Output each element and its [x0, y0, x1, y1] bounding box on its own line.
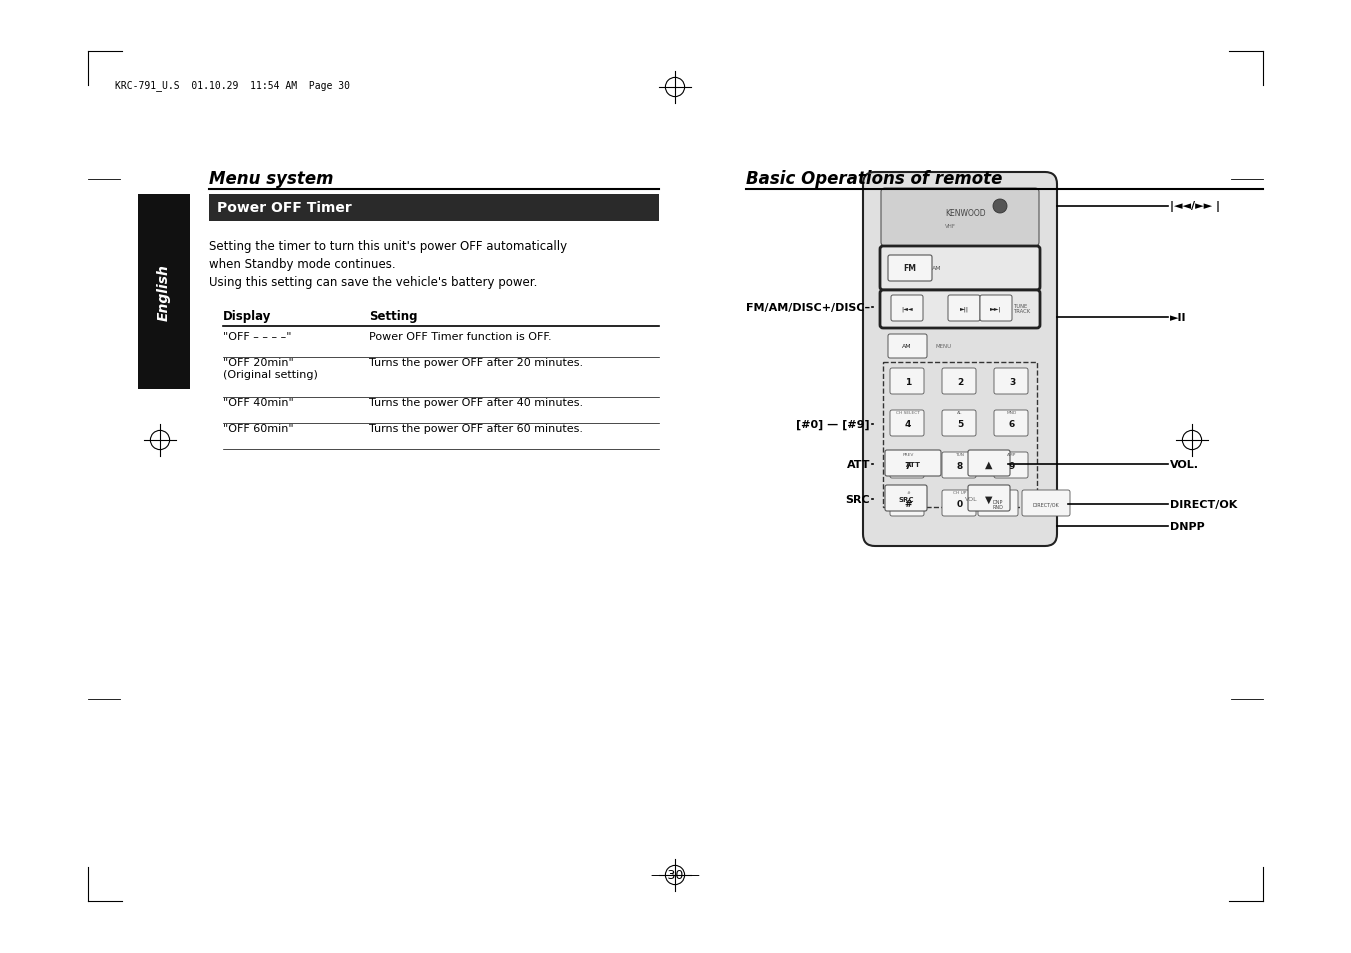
Text: ►II: ►II [1170, 313, 1186, 323]
Text: Setting the timer to turn this unit's power OFF automatically: Setting the timer to turn this unit's po… [209, 240, 567, 253]
FancyBboxPatch shape [969, 485, 1011, 512]
Text: — 30 —: — 30 — [651, 868, 700, 882]
Text: ▼: ▼ [985, 495, 993, 504]
FancyBboxPatch shape [994, 411, 1028, 436]
Text: AL: AL [958, 411, 963, 415]
Text: "OFF 60min": "OFF 60min" [223, 423, 293, 434]
Text: AMP: AMP [1008, 453, 1017, 456]
Text: Turns the power OFF after 20 minutes.: Turns the power OFF after 20 minutes. [369, 357, 584, 368]
Text: "OFF 20min"
(Original setting): "OFF 20min" (Original setting) [223, 357, 317, 380]
Text: 0: 0 [957, 500, 963, 509]
FancyBboxPatch shape [890, 411, 924, 436]
FancyBboxPatch shape [942, 411, 975, 436]
Text: 2: 2 [957, 378, 963, 387]
FancyBboxPatch shape [885, 485, 927, 512]
Text: 8: 8 [957, 462, 963, 471]
FancyBboxPatch shape [1021, 491, 1070, 517]
FancyBboxPatch shape [979, 295, 1012, 322]
Text: FM/AM/DISC+/DISC–: FM/AM/DISC+/DISC– [746, 303, 870, 313]
Text: |◄◄/►► |: |◄◄/►► | [1170, 201, 1220, 213]
Text: ►►|: ►►| [990, 306, 1002, 312]
Text: 5: 5 [957, 420, 963, 429]
FancyBboxPatch shape [978, 491, 1019, 517]
Text: DIRECT/OK: DIRECT/OK [1032, 502, 1059, 507]
Text: |◄◄: |◄◄ [901, 306, 913, 312]
FancyBboxPatch shape [863, 172, 1056, 546]
Text: Power OFF Timer: Power OFF Timer [218, 201, 351, 215]
Text: TUN: TUN [955, 453, 965, 456]
Text: VHF: VHF [944, 224, 957, 230]
Bar [138, 194, 190, 390]
Text: Display: Display [223, 310, 272, 323]
Text: [#0] — [#9]: [#0] — [#9] [796, 419, 870, 430]
Text: 7: 7 [905, 462, 911, 471]
Text: CH SELECT: CH SELECT [896, 411, 920, 415]
Text: FM: FM [904, 264, 916, 274]
Text: 4: 4 [905, 420, 911, 429]
FancyBboxPatch shape [994, 453, 1028, 478]
Text: PREV: PREV [902, 453, 913, 456]
FancyBboxPatch shape [890, 453, 924, 478]
Text: KRC-791_U.S  01.10.29  11:54 AM  Page 30: KRC-791_U.S 01.10.29 11:54 AM Page 30 [115, 80, 350, 91]
Text: "OFF – – – –": "OFF – – – –" [223, 332, 292, 341]
Text: DNP
RND: DNP RND [993, 499, 1004, 510]
Text: Power OFF Timer function is OFF.: Power OFF Timer function is OFF. [369, 332, 551, 341]
FancyBboxPatch shape [942, 453, 975, 478]
Text: ATT: ATT [905, 461, 920, 468]
FancyBboxPatch shape [942, 491, 975, 517]
Text: MENU: MENU [935, 344, 951, 349]
Text: ATT: ATT [847, 459, 870, 470]
Text: Basic Operations of remote: Basic Operations of remote [746, 170, 1002, 188]
Text: MND: MND [1006, 411, 1017, 415]
FancyBboxPatch shape [890, 491, 924, 517]
FancyBboxPatch shape [890, 369, 924, 395]
Text: Setting: Setting [369, 310, 417, 323]
Text: when Standby mode continues.: when Standby mode continues. [209, 257, 396, 271]
Bar [209, 194, 659, 222]
Text: CH UP: CH UP [954, 491, 967, 495]
Text: 6: 6 [1009, 420, 1015, 429]
Text: AM: AM [902, 344, 912, 349]
Text: VOL.: VOL. [1170, 459, 1198, 470]
Text: KENWOOD: KENWOOD [944, 209, 986, 217]
Text: DIRECT/OK: DIRECT/OK [1170, 499, 1238, 510]
Text: ►||: ►|| [959, 306, 969, 312]
Text: "OFF 40min": "OFF 40min" [223, 397, 293, 408]
Text: Turns the power OFF after 60 minutes.: Turns the power OFF after 60 minutes. [369, 423, 584, 434]
Text: 9: 9 [1009, 462, 1015, 471]
Circle shape [993, 200, 1006, 213]
Text: TUNE
TRACK: TUNE TRACK [1015, 303, 1031, 314]
Text: 1: 1 [905, 378, 911, 387]
Text: AM: AM [932, 266, 942, 272]
Text: SRC: SRC [846, 495, 870, 504]
FancyBboxPatch shape [942, 369, 975, 395]
Text: 3: 3 [1009, 378, 1015, 387]
Text: DNPP: DNPP [1170, 521, 1205, 532]
Text: Using this setting can save the vehicle's battery power.: Using this setting can save the vehicle'… [209, 275, 538, 289]
FancyBboxPatch shape [969, 451, 1011, 476]
FancyBboxPatch shape [885, 451, 942, 476]
Text: Turns the power OFF after 40 minutes.: Turns the power OFF after 40 minutes. [369, 397, 584, 408]
FancyBboxPatch shape [888, 255, 932, 282]
FancyBboxPatch shape [994, 369, 1028, 395]
Text: ▲: ▲ [985, 459, 993, 470]
FancyBboxPatch shape [880, 247, 1040, 291]
FancyBboxPatch shape [948, 295, 979, 322]
FancyBboxPatch shape [888, 335, 927, 358]
FancyBboxPatch shape [892, 295, 923, 322]
FancyBboxPatch shape [880, 291, 1040, 329]
Text: SRC: SRC [898, 497, 913, 502]
FancyBboxPatch shape [881, 189, 1039, 247]
Text: VOL: VOL [965, 497, 978, 502]
Text: English: English [157, 264, 172, 320]
Text: #: # [904, 500, 912, 509]
Text: Menu system: Menu system [209, 170, 334, 188]
Text: #: # [907, 491, 909, 495]
